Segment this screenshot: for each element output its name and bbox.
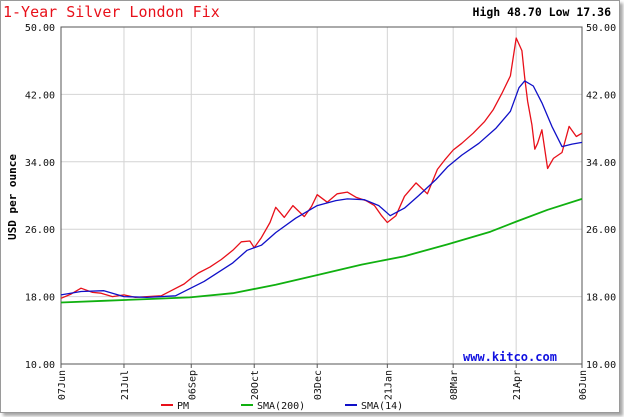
y-tick-label-right: 10.00	[586, 360, 616, 371]
x-tick-label: 21Apr	[512, 370, 523, 400]
y-axis-label: USD per ounce	[6, 154, 19, 240]
x-axis: 07Jun 21Jul 06Sep 20Oct 03Dec 21Jan 08Mar 21Apr…	[57, 364, 589, 400]
y-tick-label-right: 34.00	[586, 158, 616, 169]
series-group	[60, 37, 583, 304]
series-line-pm	[60, 37, 583, 299]
chart-svg: 10.00 18.00 26.00 34.00 42.00 50.00 10.00 18.0…	[6, 23, 616, 412]
x-tick-label: 21Jul	[120, 370, 131, 400]
legend-label-pm: PM	[177, 401, 189, 412]
y-axis-left: 10.00 18.00 26.00 34.00 42.00 50.00	[25, 23, 55, 371]
legend-label-sma200: SMA(200)	[257, 401, 305, 412]
x-tick-label: 06Jun	[578, 370, 589, 400]
y-tick-label-left: 34.00	[25, 158, 55, 169]
x-tick-label: 20Oct	[250, 370, 261, 400]
series-line-sma14	[60, 80, 583, 299]
x-tick-label: 03Dec	[313, 370, 324, 400]
chart-title: 1-Year Silver London Fix	[3, 3, 220, 21]
y-tick-label-right: 18.00	[586, 293, 616, 304]
y-tick-label-left: 26.00	[25, 225, 55, 236]
x-tick-label: 07Jun	[57, 370, 68, 400]
legend: PM SMA(200) SMA(14)	[161, 401, 403, 412]
series-line-sma200	[60, 198, 583, 304]
y-axis-right: 10.00 18.00 26.00 34.00 42.00 50.00	[586, 23, 616, 371]
y-tick-label-left: 42.00	[25, 90, 55, 101]
grid	[60, 26, 583, 365]
y-tick-label-left: 10.00	[25, 360, 55, 371]
x-tick-label: 21Jan	[383, 370, 394, 400]
x-tick-label: 06Sep	[187, 370, 198, 400]
y-tick-label-right: 26.00	[586, 225, 616, 236]
high-low-label: High 48.70 Low 17.36	[472, 5, 611, 19]
y-tick-label-right: 50.00	[586, 23, 616, 34]
watermark: www.kitco.com	[463, 350, 557, 364]
plot-area-border	[60, 26, 583, 365]
legend-label-sma14: SMA(14)	[361, 401, 403, 412]
y-tick-label-left: 50.00	[25, 23, 55, 34]
y-tick-label-left: 18.00	[25, 293, 55, 304]
x-tick-label: 08Mar	[449, 370, 460, 400]
y-tick-label-right: 42.00	[586, 90, 616, 101]
